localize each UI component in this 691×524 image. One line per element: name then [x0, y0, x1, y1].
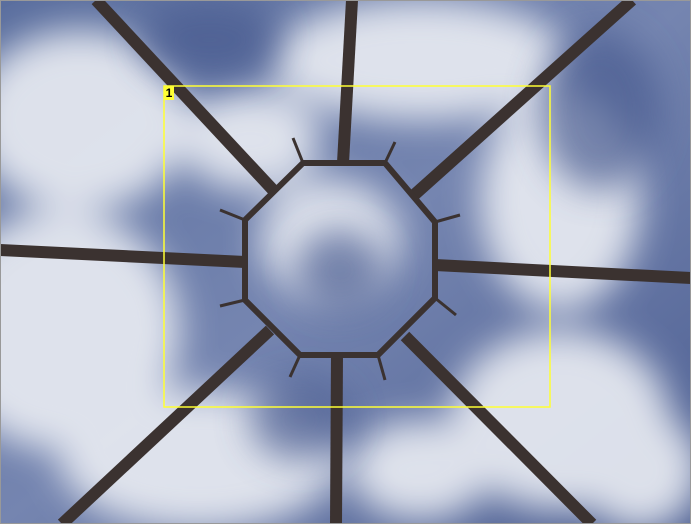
box-label: 1 — [166, 86, 173, 100]
annotated-photo: 1 — [0, 0, 691, 524]
